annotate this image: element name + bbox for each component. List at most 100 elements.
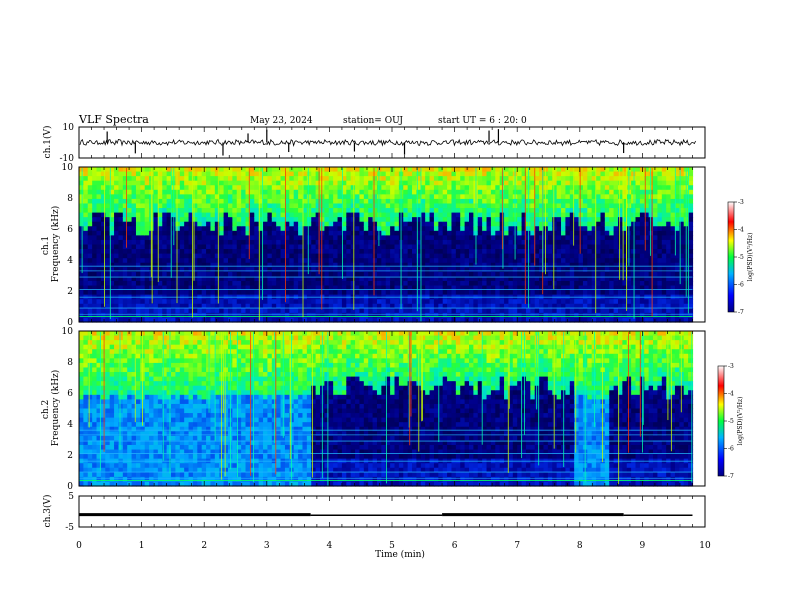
spectrogram-cell	[613, 167, 619, 173]
spectrogram-cell	[600, 299, 606, 305]
spectrogram-cell	[403, 235, 409, 241]
spectrogram-cell	[679, 171, 685, 177]
spectrogram-cell	[613, 230, 619, 236]
spectrogram-cell	[482, 258, 488, 264]
spectrogram-cell	[350, 235, 356, 241]
spectrogram-cell	[604, 176, 610, 182]
spectrogram-cell	[135, 239, 141, 246]
spectrogram-cell	[661, 312, 667, 319]
spectrogram-cell	[363, 285, 369, 291]
spectrogram-cell	[333, 285, 339, 291]
spectrogram-cell	[249, 203, 255, 209]
spectrogram-cell	[144, 290, 150, 296]
spectrogram-cell	[543, 176, 549, 182]
spectrogram-cell	[617, 171, 623, 177]
spectrogram-cell	[683, 299, 689, 305]
spectrogram-cell	[596, 253, 602, 259]
spectrogram-cell	[333, 276, 339, 282]
spectrogram-cell	[574, 198, 580, 205]
spectrogram-cell	[381, 230, 387, 236]
spectrogram-cell	[201, 312, 207, 319]
spectrogram-cell	[429, 171, 435, 177]
spectrogram-cell	[254, 308, 260, 314]
spectrogram-cell	[477, 198, 483, 205]
spectrogram-cell	[530, 308, 536, 314]
spectrogram-cell	[118, 230, 124, 236]
spectrogram-cell	[293, 262, 299, 268]
spectrogram-cell	[109, 290, 115, 296]
spectrogram-cell	[201, 244, 207, 250]
spectrogram-cell	[83, 308, 89, 314]
spectrogram-cell	[530, 212, 536, 218]
spectrogram-cell	[346, 212, 352, 218]
spectrogram-cell	[486, 176, 492, 182]
spectrogram-cell	[425, 253, 431, 259]
spectrogram-cell	[517, 317, 523, 323]
spectrogram-cell	[284, 285, 290, 291]
spectrogram-cell	[131, 208, 137, 214]
spectrogram-cell	[539, 290, 545, 296]
spectrogram-cell	[547, 171, 553, 177]
spectrogram-cell	[302, 308, 308, 314]
spectrogram-cell	[241, 180, 247, 186]
spectrogram-cell	[157, 271, 163, 278]
spectrogram-cell	[412, 198, 418, 205]
ch1-spectrogram-ticks	[78, 167, 706, 322]
spectrogram-cell	[197, 249, 203, 255]
spectrogram-cell	[582, 189, 588, 195]
spectrogram-cell	[293, 176, 299, 182]
spectrogram-cell	[648, 258, 654, 264]
spectrogram-cell	[79, 253, 84, 259]
spectrogram-cell	[469, 189, 474, 195]
spectrogram-cell	[552, 189, 558, 195]
spectrogram-cell	[504, 299, 510, 305]
spectrogram-cell	[398, 312, 404, 319]
spectrogram-cell	[495, 285, 501, 291]
spectrogram-cell	[249, 217, 255, 223]
spectrogram-cell	[596, 230, 602, 236]
spectrogram-cell	[609, 167, 615, 173]
spectrogram-cell	[363, 308, 369, 314]
spectrogram-cell	[363, 317, 369, 323]
spectrogram-cell	[490, 299, 496, 305]
spectrogram-cell	[460, 280, 466, 287]
spectrogram-cell	[333, 249, 339, 255]
spectrogram-cell	[368, 280, 374, 287]
spectrogram-cell	[333, 167, 339, 173]
spectrogram-cell	[254, 203, 260, 209]
spectrogram-cell	[521, 285, 527, 291]
spectrogram-cell	[688, 262, 694, 268]
spectrogram-cell	[114, 280, 120, 287]
spectrogram-cell	[122, 194, 128, 200]
spectrogram-cell	[596, 262, 602, 268]
spectrogram-cell	[517, 262, 523, 268]
spectrogram-cell	[469, 303, 474, 309]
spectrogram-cell	[341, 244, 347, 250]
spectrogram-cell	[92, 185, 98, 191]
spectrogram-cell	[311, 208, 317, 214]
spectrogram-cell	[604, 249, 610, 255]
spectrogram-cell	[105, 290, 111, 296]
spectrogram-cell	[425, 185, 431, 191]
spectrogram-cell	[166, 226, 172, 232]
spectrogram-cell	[284, 217, 290, 223]
spectrogram-cell	[337, 208, 343, 214]
spectrogram-cell	[666, 208, 672, 214]
spectrogram-cell	[245, 285, 251, 291]
spectrogram-cell	[648, 212, 654, 218]
spectrogram-cell	[258, 176, 264, 182]
spectrogram-cell	[92, 267, 98, 273]
spectrogram-cell	[688, 167, 694, 173]
spectrogram-cell	[653, 208, 659, 214]
spectrogram-cell	[666, 226, 672, 232]
spectrogram-cell	[587, 244, 593, 250]
spectrogram-cell	[192, 262, 198, 268]
spectrogram-cell	[521, 167, 527, 173]
spectrogram-cell	[298, 198, 304, 205]
spectrogram-cell	[276, 235, 282, 241]
spectrogram-cell	[263, 203, 269, 209]
panel-ch1-waveform: 10 -10 ch.1(V)	[42, 123, 706, 164]
spectrogram-cell	[390, 171, 396, 177]
spectrogram-cell	[679, 271, 685, 278]
spectrogram-cell	[565, 312, 571, 319]
